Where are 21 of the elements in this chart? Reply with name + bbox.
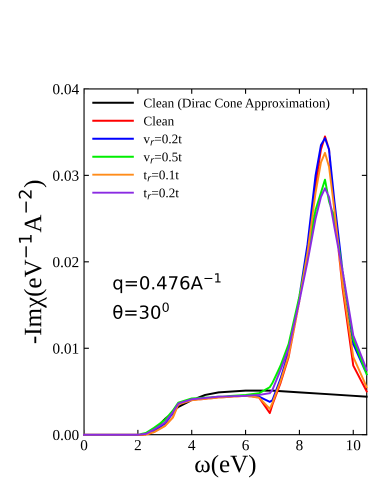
x-tick-label: 2 xyxy=(134,440,141,450)
y-tick-label: 0.02 xyxy=(53,256,78,268)
x-axis-title: ω(eV) xyxy=(195,454,256,478)
x-tick-label: 4 xyxy=(188,440,196,450)
annotation: θ=30$^{0}$ xyxy=(113,302,169,319)
legend-label: t$_{r}$=0.2t xyxy=(144,188,179,200)
x-tick-label: 10 xyxy=(346,440,360,450)
x-tick-label: 8 xyxy=(296,440,303,450)
y-tick-label: 0.01 xyxy=(53,343,78,354)
legend-label: t$_{r}$=0.1t xyxy=(144,170,179,182)
y-tick-label: 0.04 xyxy=(53,84,79,94)
legend-label: Clean (Dirac Cone Approximation) xyxy=(144,98,330,110)
legend-label: Clean xyxy=(144,116,174,126)
legend-label: v$_{r}$=0.2t xyxy=(143,134,182,146)
legend-label: v$_{r}$=0.5t xyxy=(143,152,182,164)
annotation: q=0.476A$^{−1}$ xyxy=(113,273,221,294)
x-tick-label: 6 xyxy=(242,440,249,450)
y-tick-label: 0.00 xyxy=(53,430,79,440)
y-axis-title: -Imχ(eV$^{−1}$A$^{−2}$) xyxy=(18,180,47,344)
y-tick-label: 0.03 xyxy=(53,170,79,181)
x-tick-label: 0 xyxy=(80,440,88,450)
